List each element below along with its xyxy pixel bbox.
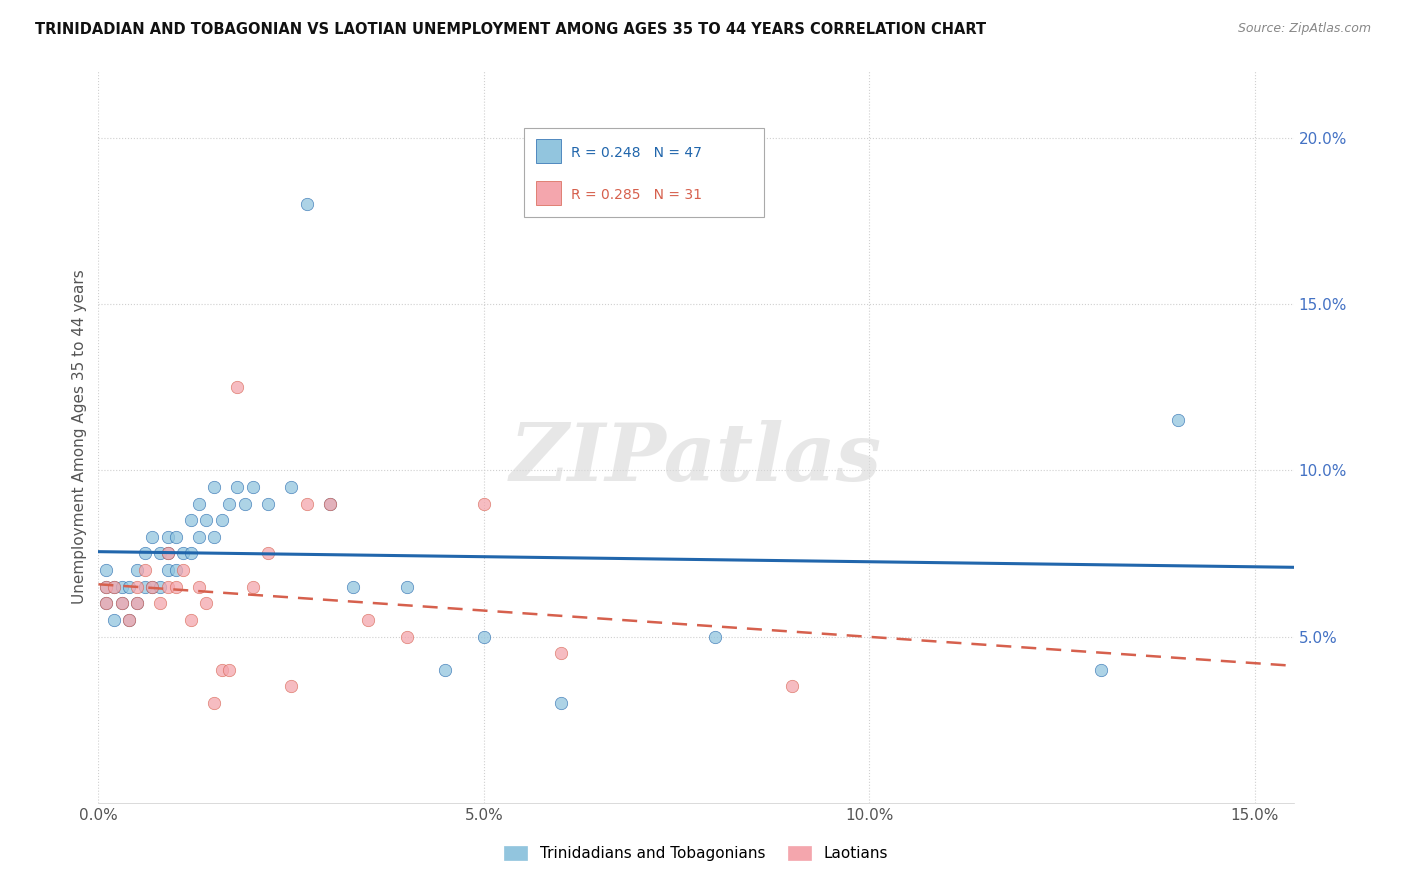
- Point: [257, 546, 280, 560]
- Point: [187, 530, 209, 544]
- Point: [704, 630, 727, 644]
- Point: [211, 513, 233, 527]
- Point: [357, 613, 380, 627]
- Point: [141, 530, 163, 544]
- Text: R = 0.248   N = 47: R = 0.248 N = 47: [571, 145, 702, 160]
- Point: [226, 380, 249, 394]
- Point: [156, 546, 179, 560]
- Point: [180, 546, 202, 560]
- Point: [319, 497, 342, 511]
- Point: [103, 580, 125, 594]
- Point: [550, 646, 572, 660]
- Point: [156, 546, 179, 560]
- Point: [180, 513, 202, 527]
- Point: [118, 613, 141, 627]
- Point: [125, 563, 148, 577]
- Point: [134, 563, 156, 577]
- Point: [110, 580, 132, 594]
- Point: [94, 580, 117, 594]
- Text: R = 0.285   N = 31: R = 0.285 N = 31: [571, 187, 702, 202]
- Point: [110, 596, 132, 610]
- Point: [434, 663, 457, 677]
- Point: [125, 596, 148, 610]
- Text: Source: ZipAtlas.com: Source: ZipAtlas.com: [1237, 22, 1371, 36]
- Point: [103, 580, 125, 594]
- Point: [319, 497, 342, 511]
- Point: [103, 613, 125, 627]
- Y-axis label: Unemployment Among Ages 35 to 44 years: Unemployment Among Ages 35 to 44 years: [72, 269, 87, 605]
- Point: [395, 630, 418, 644]
- Point: [149, 580, 172, 594]
- Point: [295, 497, 318, 511]
- Point: [218, 497, 240, 511]
- Point: [782, 680, 804, 694]
- Point: [295, 197, 318, 211]
- Point: [165, 580, 187, 594]
- Point: [257, 497, 280, 511]
- Point: [149, 596, 172, 610]
- Point: [1090, 663, 1112, 677]
- Point: [226, 480, 249, 494]
- Point: [141, 580, 163, 594]
- Point: [134, 546, 156, 560]
- Point: [202, 530, 225, 544]
- Point: [165, 530, 187, 544]
- Point: [125, 580, 148, 594]
- Point: [187, 497, 209, 511]
- Point: [242, 480, 264, 494]
- Point: [280, 680, 302, 694]
- Point: [195, 513, 218, 527]
- Point: [94, 596, 117, 610]
- Point: [342, 580, 364, 594]
- Point: [202, 480, 225, 494]
- Point: [156, 580, 179, 594]
- Point: [172, 563, 194, 577]
- Point: [202, 696, 225, 710]
- Point: [395, 580, 418, 594]
- Point: [242, 580, 264, 594]
- Point: [125, 596, 148, 610]
- Text: TRINIDADIAN AND TOBAGONIAN VS LAOTIAN UNEMPLOYMENT AMONG AGES 35 TO 44 YEARS COR: TRINIDADIAN AND TOBAGONIAN VS LAOTIAN UN…: [35, 22, 986, 37]
- Point: [472, 630, 495, 644]
- Point: [149, 546, 172, 560]
- Point: [156, 530, 179, 544]
- Point: [172, 546, 194, 560]
- Legend: Trinidadians and Tobagonians, Laotians: Trinidadians and Tobagonians, Laotians: [505, 846, 887, 861]
- Point: [94, 596, 117, 610]
- Point: [118, 613, 141, 627]
- Point: [195, 596, 218, 610]
- Point: [187, 580, 209, 594]
- Point: [110, 596, 132, 610]
- Point: [472, 497, 495, 511]
- Point: [165, 563, 187, 577]
- Point: [218, 663, 240, 677]
- Point: [141, 580, 163, 594]
- Point: [134, 580, 156, 594]
- Point: [233, 497, 256, 511]
- Point: [118, 580, 141, 594]
- Point: [211, 663, 233, 677]
- Point: [94, 580, 117, 594]
- Text: ZIPatlas: ZIPatlas: [510, 420, 882, 498]
- Point: [180, 613, 202, 627]
- Point: [280, 480, 302, 494]
- Point: [550, 696, 572, 710]
- Point: [94, 563, 117, 577]
- Point: [1167, 413, 1189, 427]
- Point: [156, 563, 179, 577]
